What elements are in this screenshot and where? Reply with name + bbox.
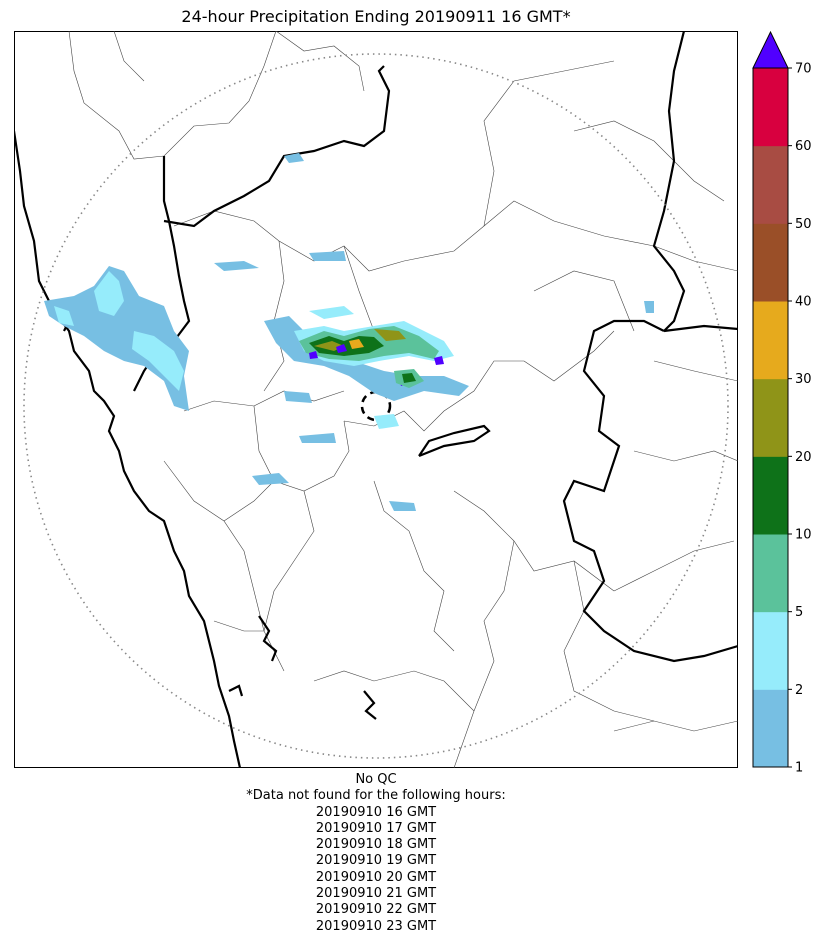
precip-cell — [374, 414, 399, 429]
missing-hour: 20190910 22 GMT — [315, 902, 437, 918]
map-title: 24-hour Precipitation Ending 20190911 16… — [181, 7, 571, 26]
colorbar-tick-label: 30 — [795, 372, 812, 387]
colorbar-segment — [753, 145, 788, 224]
precip-cell — [284, 153, 304, 163]
colorbar-canvas: 1 2 5 10 20 30 40 50 60 70 — [752, 30, 812, 776]
colorbar-tick-label: 20 — [795, 450, 812, 465]
district-boundaries — [68, 31, 738, 768]
missing-hour: 20190910 17 GMT — [315, 820, 437, 836]
colorbar-extension — [752, 30, 789, 69]
precip-cell — [434, 356, 444, 365]
radar-range-ring — [23, 53, 729, 759]
missing-hour: 20190910 19 GMT — [315, 853, 437, 869]
colorbar-tick-label: 2 — [795, 683, 803, 698]
colorbar-segment — [753, 611, 788, 690]
precip-cell — [252, 473, 289, 485]
colorbar-frame — [752, 67, 789, 768]
colorbar-tick-label: 40 — [795, 295, 812, 310]
radar-map — [14, 31, 738, 768]
colorbar-tick-label: 10 — [795, 528, 812, 543]
precip-cell — [309, 251, 346, 261]
precip-cell — [214, 261, 259, 271]
precip-cell — [54, 306, 74, 326]
colorbar-tick-label: 50 — [795, 217, 812, 232]
state-boundaries — [14, 31, 738, 768]
colorbar-tick-label: 60 — [795, 139, 812, 154]
colorbar-segment — [753, 456, 788, 535]
precip-cell — [402, 373, 416, 383]
colorbar-tick-label: 70 — [795, 62, 812, 77]
precip-cell — [374, 329, 406, 341]
precip-cell — [389, 501, 416, 511]
precip-cell — [336, 344, 347, 353]
colorbar-segment — [753, 223, 788, 302]
precip-cell — [132, 331, 184, 391]
missing-hour: 20190910 18 GMT — [315, 837, 437, 853]
colorbar-segment — [753, 689, 788, 768]
precip-cell — [644, 301, 654, 313]
colorbar-tick-label: 5 — [795, 605, 803, 620]
missing-hour: 20190910 21 GMT — [315, 886, 437, 902]
colorbar-tick-label: 1 — [795, 761, 803, 774]
missing-hour: 20190910 20 GMT — [315, 869, 437, 885]
missing-note: *Data not found for the following hours: — [246, 788, 506, 804]
colorbar-segment — [753, 301, 788, 380]
map-frame — [14, 31, 738, 768]
colorbar: 1 2 5 10 20 30 40 50 60 70 — [740, 28, 825, 776]
precip-cell — [284, 391, 312, 403]
precip-cell — [94, 271, 124, 316]
missing-hour: 20190910 16 GMT — [315, 804, 437, 820]
precip-cell — [309, 336, 384, 356]
precip-cell — [44, 266, 189, 411]
map-canvas — [14, 31, 738, 768]
precip-cell — [309, 351, 318, 359]
precip-cell — [309, 306, 354, 319]
missing-hour: 20190910 23 GMT — [315, 918, 437, 934]
precipitation-areas — [44, 153, 654, 511]
colorbar-segment — [753, 534, 788, 613]
qc-label: No QC — [355, 772, 397, 787]
precip-cell — [349, 339, 364, 349]
precip-cell — [299, 433, 336, 443]
colorbar-segment — [753, 68, 788, 147]
colorbar-segment — [753, 378, 788, 457]
notes: No QC *Data not found for the following … — [14, 772, 738, 935]
